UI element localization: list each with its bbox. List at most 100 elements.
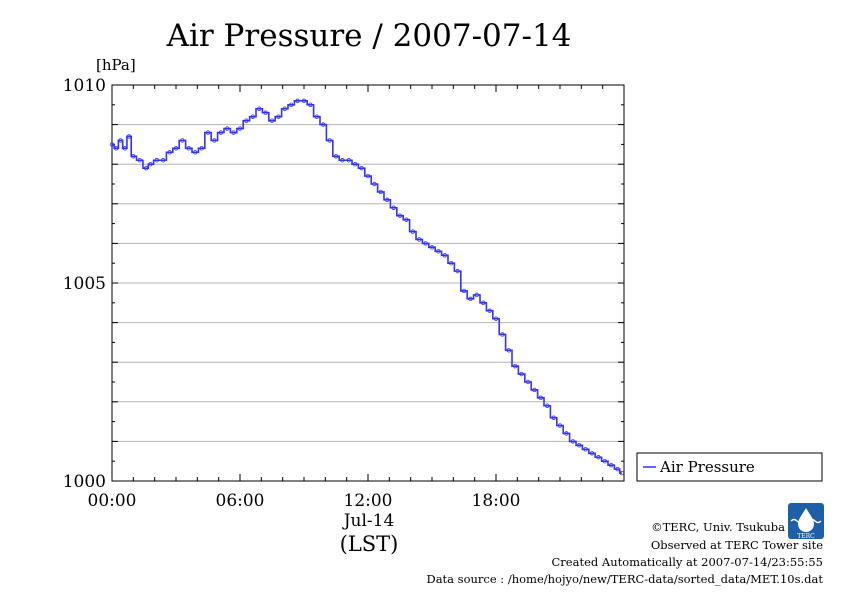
data-point [131, 154, 136, 159]
legend-box [636, 452, 823, 482]
data-point [609, 462, 614, 468]
x-tick-label: 12:00 [344, 491, 393, 511]
data-point [596, 455, 601, 460]
data-point [481, 300, 486, 305]
data-point [173, 146, 179, 151]
data-point [114, 146, 119, 151]
data-point [224, 126, 230, 131]
x-tick-label: 06:00 [216, 491, 265, 511]
data-point [423, 241, 428, 246]
data-point [340, 158, 345, 163]
y-tick-label: 1010 [63, 76, 106, 96]
data-point [346, 158, 351, 163]
data-point [333, 154, 339, 159]
data-point [442, 253, 447, 258]
data-point [545, 403, 550, 408]
data-point [218, 130, 223, 135]
data-point [137, 158, 142, 163]
data-point [506, 348, 511, 353]
data-point [237, 126, 243, 131]
data-point [295, 98, 300, 104]
data-point [205, 130, 211, 135]
data-point [143, 165, 149, 171]
x-axis-date-label: Jul-14 [342, 511, 395, 531]
x-tick-label: 18:00 [472, 491, 521, 511]
data-point [391, 205, 396, 210]
data-point [615, 466, 620, 472]
data-point [538, 395, 543, 401]
data-point [122, 146, 127, 151]
data-point [619, 470, 625, 476]
data-point [301, 98, 307, 104]
data-point [410, 229, 415, 234]
data-point [519, 371, 524, 377]
data-point [167, 150, 172, 155]
y-tick-label: 1005 [63, 274, 106, 294]
data-point [359, 165, 364, 171]
data-point [385, 197, 390, 203]
data-point [525, 379, 531, 385]
data-point [321, 122, 326, 127]
x-tick-label: 00:00 [88, 491, 137, 511]
legend: Air Pressure [636, 452, 823, 482]
data-point [244, 118, 249, 123]
data-point [109, 142, 115, 147]
data-point [564, 431, 569, 436]
data-point [417, 237, 422, 242]
data-point [118, 138, 123, 143]
data-point [148, 161, 153, 167]
data-point [269, 118, 275, 123]
legend-label: Air Pressure [659, 458, 755, 476]
data-source-text: Data source : /home/hojyo/new/TERC-data/… [426, 572, 823, 586]
data-point [160, 158, 166, 163]
data-point [231, 130, 236, 135]
data-point [372, 181, 377, 187]
data-point [314, 114, 319, 119]
data-point [500, 332, 505, 337]
data-point [513, 363, 518, 369]
data-point [250, 114, 255, 119]
data-point [282, 106, 287, 111]
data-point [583, 447, 588, 452]
axis-ticks: 1000 1005 1010 00:00 06:00 12:00 18:00 [63, 76, 625, 511]
data-point [353, 161, 358, 167]
data-point [429, 245, 435, 250]
y-axis-unit-label: [hPa] [96, 56, 136, 74]
series-air-pressure [109, 98, 625, 476]
data-point [493, 316, 499, 321]
data-point [468, 296, 473, 302]
data-point [557, 423, 563, 428]
data-point [257, 106, 262, 111]
data-point [589, 451, 595, 456]
copyright-text: ©TERC, Univ. Tsukuba [651, 520, 785, 534]
data-point [404, 217, 409, 222]
data-point [154, 158, 159, 163]
data-point [199, 146, 204, 151]
observed-text: Observed at TERC Tower site [651, 538, 823, 552]
data-point [289, 102, 294, 107]
data-point [570, 439, 575, 444]
data-point [449, 261, 454, 266]
data-point [487, 308, 492, 313]
data-point [602, 459, 607, 464]
x-axis-title: (LST) [340, 532, 399, 556]
data-point [577, 443, 582, 448]
data-point [436, 249, 441, 254]
data-point [551, 415, 556, 420]
data-point [263, 110, 268, 115]
series-line [112, 100, 622, 474]
data-point [126, 134, 132, 139]
data-point [474, 292, 479, 298]
data-point [327, 138, 332, 143]
data-point [192, 150, 198, 155]
data-point [180, 138, 185, 143]
data-point [212, 138, 217, 143]
data-point [365, 173, 371, 179]
data-point [308, 102, 313, 107]
created-text: Created Automatically at 2007-07-14/23:5… [552, 555, 824, 569]
grid-lines [112, 124, 624, 442]
data-point [378, 189, 383, 195]
data-point [186, 146, 191, 151]
terc-logo: TERC [788, 503, 824, 540]
